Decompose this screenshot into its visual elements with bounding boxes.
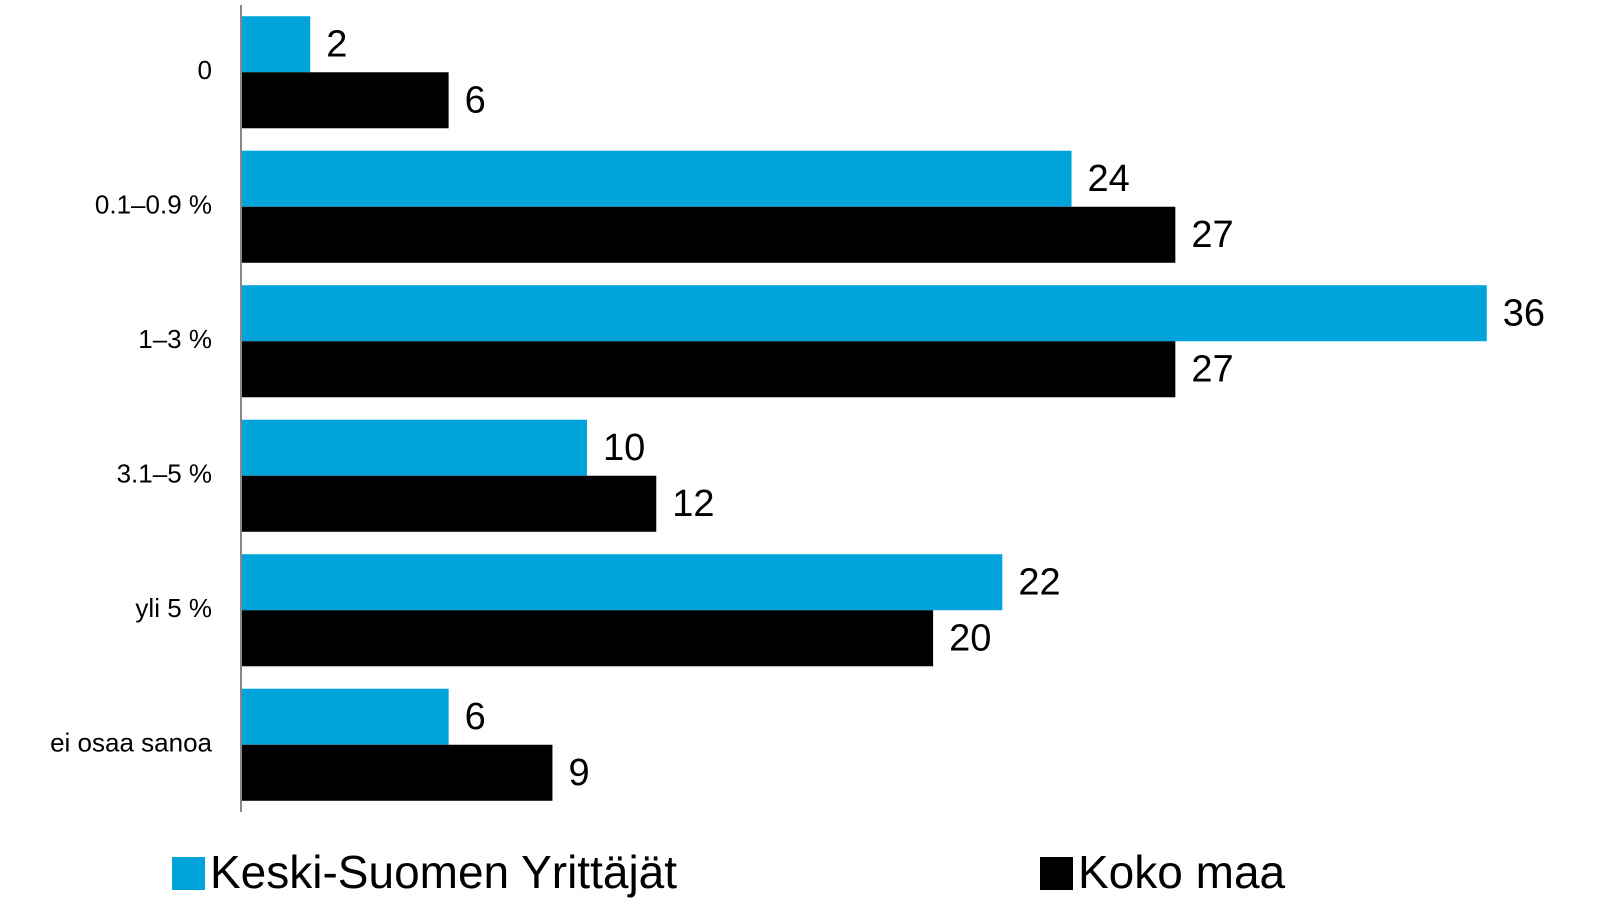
bar: [241, 688, 449, 745]
legend-swatch: [1040, 857, 1073, 890]
data-label: 9: [568, 752, 589, 794]
data-label: 36: [1503, 292, 1545, 334]
bar: [241, 16, 311, 73]
data-label: 22: [1018, 561, 1060, 603]
y-tick-label: ei osaa sanoa: [50, 728, 212, 758]
data-label: 10: [603, 427, 645, 469]
data-label: 24: [1088, 158, 1130, 200]
y-tick-label: yli 5 %: [135, 593, 212, 623]
legend-label: Keski-Suomen Yrittäjät: [210, 846, 677, 898]
data-label: 6: [465, 696, 486, 738]
bar: [241, 341, 1176, 398]
data-label: 20: [949, 617, 991, 659]
y-tick-label: 0: [198, 55, 212, 85]
legend-label: Koko maa: [1078, 846, 1286, 898]
y-tick-label: 1–3 %: [138, 324, 212, 354]
data-label: 27: [1191, 214, 1233, 256]
bar: [241, 206, 1176, 263]
bar: [241, 72, 449, 129]
bar: [241, 610, 934, 667]
y-tick-label: 0.1–0.9 %: [95, 190, 212, 220]
y-tick-label: 3.1–5 %: [117, 459, 212, 489]
data-label: 12: [672, 483, 714, 525]
bar: [241, 150, 1072, 207]
legend-swatch: [172, 857, 205, 890]
data-label: 2: [326, 23, 347, 65]
bar: [241, 285, 1487, 342]
bar: [241, 744, 553, 801]
data-label: 6: [465, 79, 486, 121]
bar: [241, 554, 1003, 611]
bar: [241, 475, 657, 532]
data-label: 27: [1191, 348, 1233, 390]
bar: [241, 419, 588, 476]
